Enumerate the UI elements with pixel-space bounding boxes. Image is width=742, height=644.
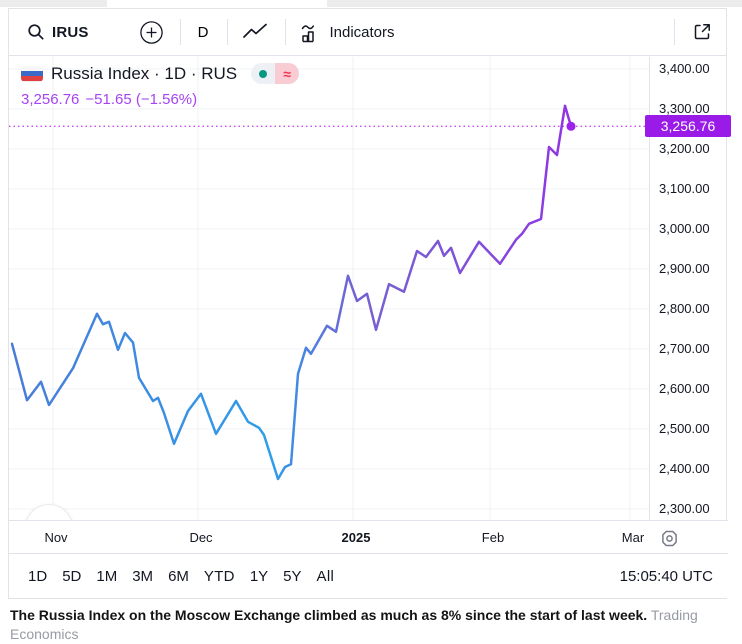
price-tick-label: 2,700.00 xyxy=(659,341,710,356)
price-chart xyxy=(9,57,649,520)
symbol-title[interactable]: Russia Index · 1D · RUS xyxy=(51,63,238,83)
last-price-value: 3,256.76 xyxy=(21,91,80,108)
search-icon xyxy=(27,23,45,41)
time-tick-label: Nov xyxy=(44,530,68,545)
toolbar-divider xyxy=(179,19,181,45)
indicators-button[interactable]: Indicators xyxy=(299,22,395,43)
horizontal-gridlines xyxy=(9,68,649,510)
caption-text: The Russia Index on the Moscow Exchange … xyxy=(10,607,648,623)
range-button-1d[interactable]: 1D xyxy=(28,563,47,590)
indicators-label: Indicators xyxy=(329,23,395,41)
range-button-6m[interactable]: 6M xyxy=(168,563,189,590)
price-tick-label: 3,100.00 xyxy=(659,181,710,196)
range-button-1m[interactable]: 1M xyxy=(96,563,117,590)
market-status-dot-icon xyxy=(259,69,268,78)
plus-circle-icon xyxy=(139,20,164,45)
price-tick-label: 2,500.00 xyxy=(659,421,710,436)
caption-source: Trading Economics xyxy=(10,607,698,642)
range-button-5d[interactable]: 5D xyxy=(62,563,81,590)
last-price-dot xyxy=(566,121,576,131)
compare-add-button[interactable] xyxy=(139,20,164,45)
time-tick-label: Mar xyxy=(621,530,645,545)
symbol-label: IRUS xyxy=(52,23,89,41)
range-button-3m[interactable]: 3M xyxy=(132,563,153,590)
toolbar-divider xyxy=(674,19,675,45)
price-tick-label: 3,300.00 xyxy=(659,101,710,116)
utc-clock[interactable]: 15:05:40 UTC xyxy=(619,567,713,585)
range-button-all[interactable]: All xyxy=(317,563,335,590)
price-line-series xyxy=(10,104,573,481)
toolbar-divider xyxy=(227,19,229,45)
time-scale[interactable]: Nov Dec 2025 Feb Mar xyxy=(9,520,728,554)
market-status-badge[interactable]: ≈ xyxy=(251,63,300,84)
russia-flag-icon xyxy=(21,65,43,82)
chart-toolbar: IRUS D xyxy=(9,9,726,56)
chart-settings-button[interactable] xyxy=(656,525,682,551)
range-button-1y[interactable]: 1Y xyxy=(250,563,268,590)
date-range-toolbar: 1D 5D 1M 3M 6M YTD 1Y 5Y All 15:05:40 UTC xyxy=(9,553,728,598)
price-tick-label: 2,900.00 xyxy=(659,261,710,276)
open-external-button[interactable] xyxy=(691,21,713,43)
interval-label: D xyxy=(197,23,209,41)
page-top-edge-gap xyxy=(107,0,327,7)
gear-icon xyxy=(661,530,677,546)
time-tick-label: Feb xyxy=(481,530,505,545)
interval-button[interactable]: D xyxy=(198,24,209,41)
page-top-edge xyxy=(0,0,742,7)
price-scale[interactable]: 3,400.00 3,300.00 3,200.00 3,100.00 3,000.00… xyxy=(649,57,728,520)
symbol-search-button[interactable]: IRUS xyxy=(27,23,89,41)
price-readout: 3,256.76 −51.65 (−1.56%) xyxy=(21,91,299,108)
price-tick-label: 2,400.00 xyxy=(659,461,710,476)
price-tick-label: 3,000.00 xyxy=(659,221,710,236)
range-button-ytd[interactable]: YTD xyxy=(204,563,235,590)
toolbar-divider xyxy=(285,19,287,45)
indicators-icon xyxy=(299,22,322,43)
time-tick-label: Dec xyxy=(189,530,213,545)
chart-style-button[interactable] xyxy=(242,22,268,42)
price-tick-label: 3,200.00 xyxy=(659,141,710,156)
line-chart-icon xyxy=(242,22,268,42)
price-tick-label: 3,400.00 xyxy=(659,61,710,76)
delayed-data-icon: ≈ xyxy=(275,63,300,84)
price-tick-label: 2,600.00 xyxy=(659,381,710,396)
market-open-indicator xyxy=(251,63,276,84)
external-link-icon xyxy=(691,21,713,43)
range-button-5y[interactable]: 5Y xyxy=(283,563,301,590)
chart-legend: Russia Index · 1D · RUS ≈ 3,256.76 −51.65… xyxy=(21,63,300,108)
tradingview-widget: IRUS D xyxy=(8,8,731,599)
image-caption: The Russia Index on the Moscow Exchange … xyxy=(10,606,734,644)
time-tick-label: 2025 xyxy=(341,530,371,545)
last-price-tag: 3,256.76 xyxy=(645,115,731,138)
chart-plot-area[interactable]: Russia Index · 1D · RUS ≈ 3,256.76 −51.65… xyxy=(9,57,649,552)
price-change-value: −51.65 (−1.56%) xyxy=(85,91,198,108)
price-tick-label: 2,800.00 xyxy=(659,301,710,316)
price-tick-label: 2,300.00 xyxy=(659,501,710,516)
